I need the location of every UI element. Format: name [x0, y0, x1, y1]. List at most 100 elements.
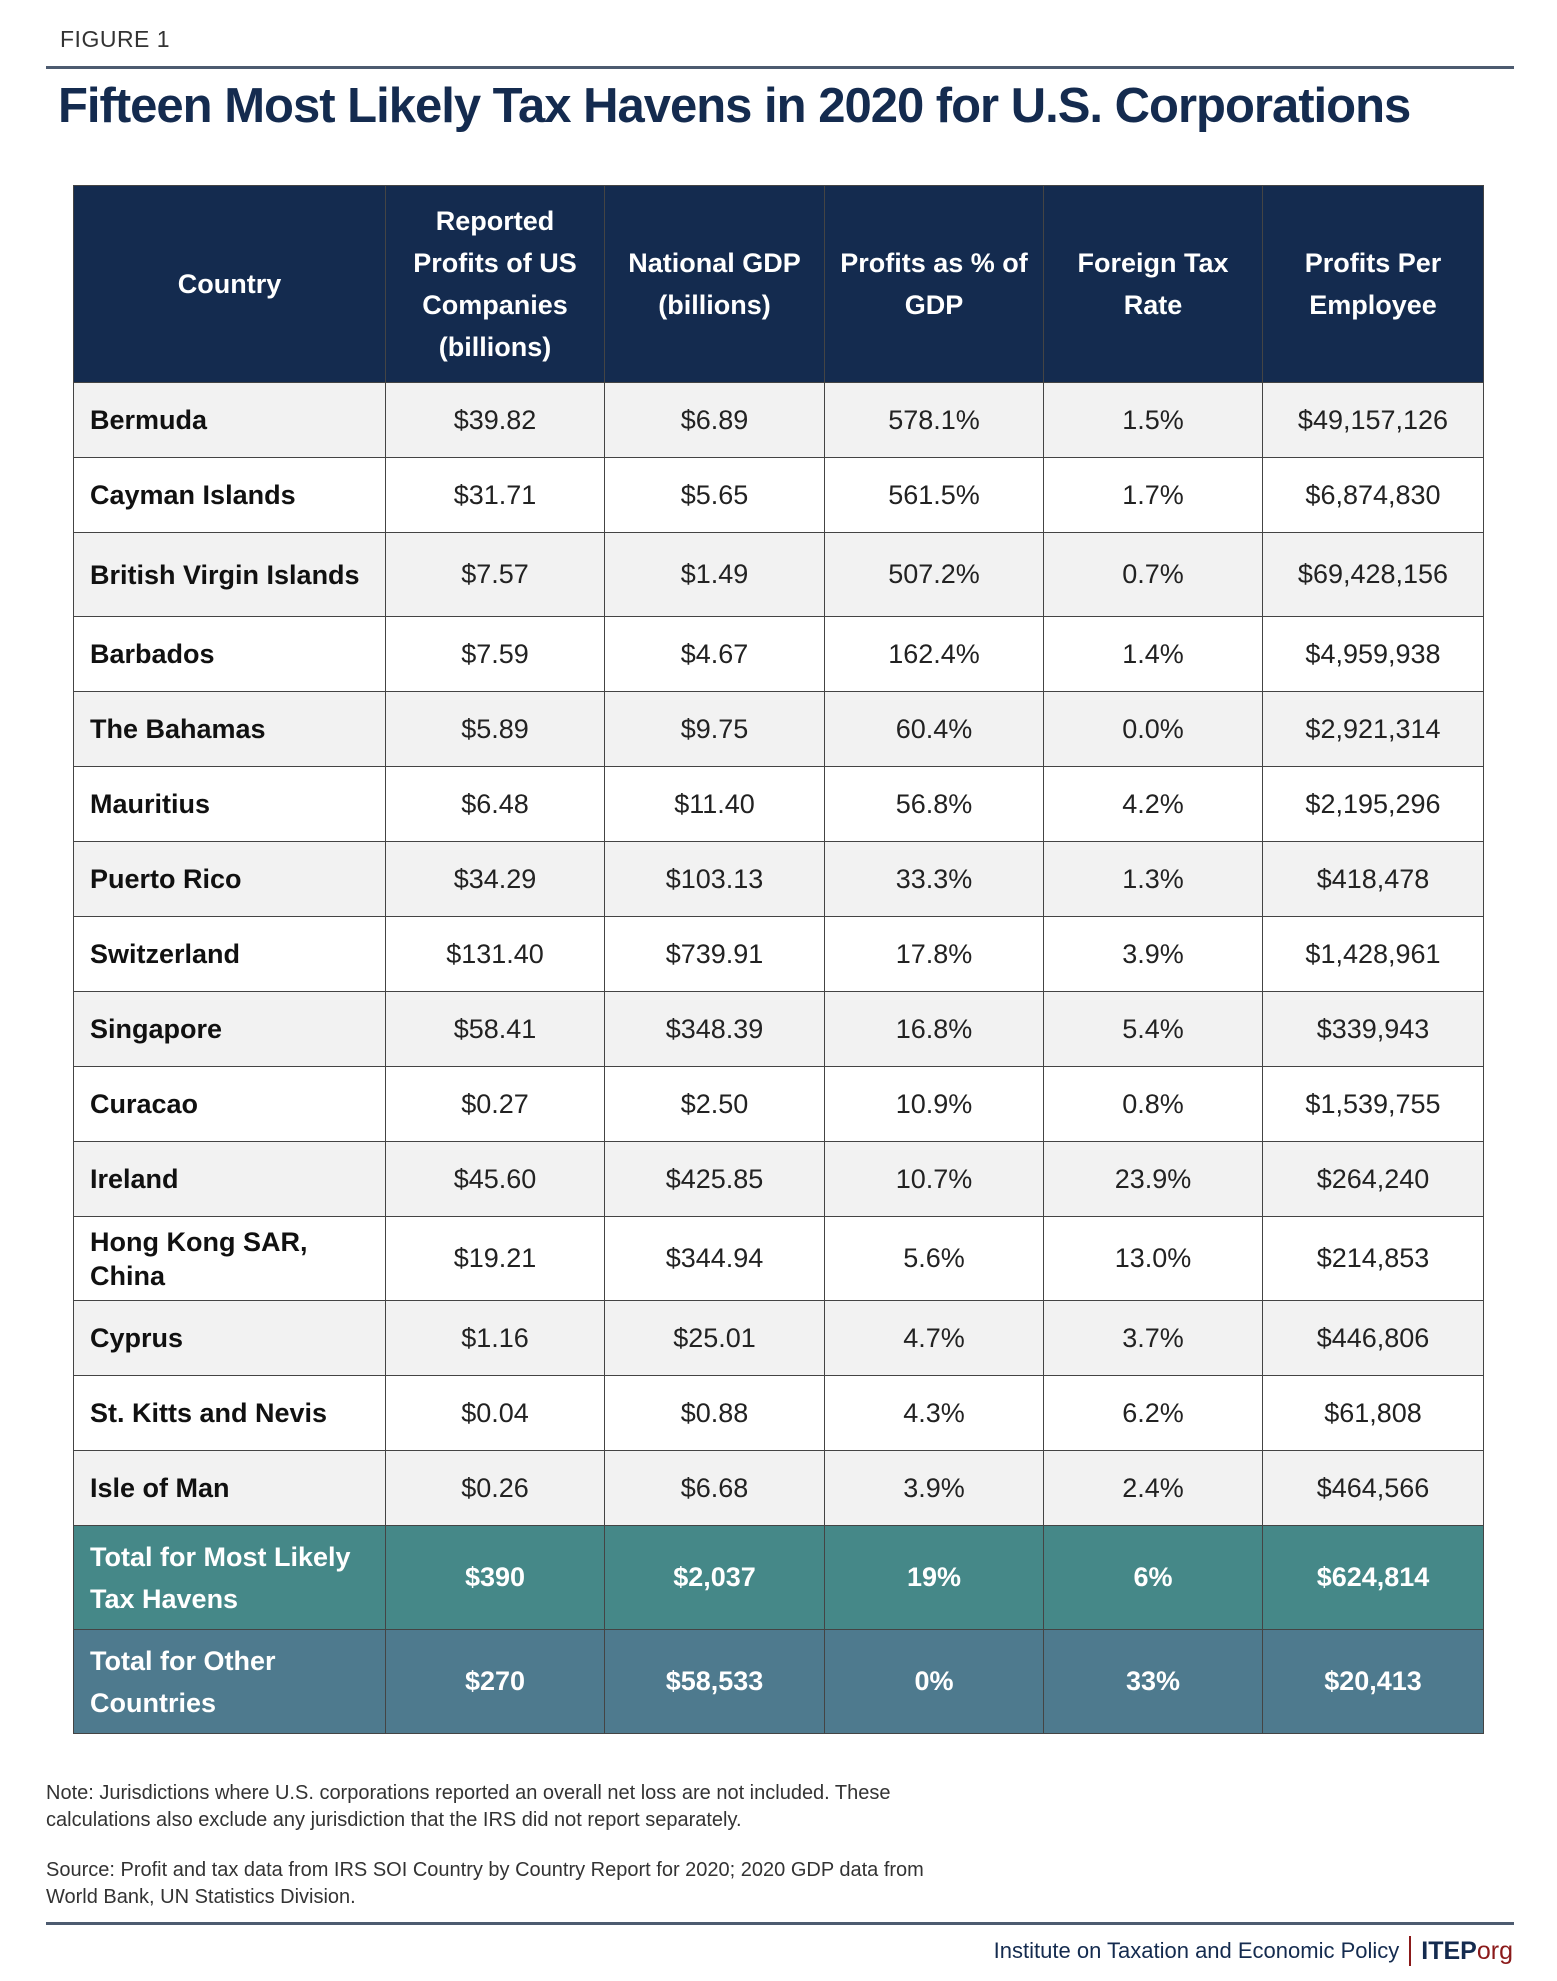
- value-cell: $61,808: [1262, 1375, 1484, 1451]
- country-cell: Ireland: [73, 1141, 386, 1217]
- totals-row: Total for Most Likely Tax Havens $390 $2,0…: [73, 1525, 1484, 1630]
- value-cell: 1.7%: [1043, 457, 1263, 533]
- value-cell: $339,943: [1262, 991, 1484, 1067]
- value-cell: 4.2%: [1043, 766, 1263, 842]
- value-cell: $49,157,126: [1262, 382, 1484, 458]
- value-cell: $2.50: [604, 1066, 825, 1142]
- value-cell: $6.68: [604, 1450, 825, 1526]
- value-cell: 10.9%: [824, 1066, 1044, 1142]
- value-cell: 0.7%: [1043, 532, 1263, 617]
- value-cell: $58.41: [385, 991, 605, 1067]
- totals-value: $390: [385, 1525, 605, 1630]
- country-cell: Puerto Rico: [73, 841, 386, 917]
- value-cell: $425.85: [604, 1141, 825, 1217]
- table-row: Bermuda $39.82 $6.89 578.1% 1.5% $49,157,126: [73, 382, 1484, 458]
- country-cell: Cayman Islands: [73, 457, 386, 533]
- table-row: Ireland $45.60 $425.85 10.7% 23.9% $264,240: [73, 1141, 1484, 1217]
- table-row: Isle of Man $0.26 $6.68 3.9% 2.4% $464,566: [73, 1450, 1484, 1526]
- value-cell: $1.16: [385, 1300, 605, 1376]
- totals-value: 6%: [1043, 1525, 1263, 1630]
- top-divider: [46, 66, 1514, 69]
- value-cell: $4,959,938: [1262, 616, 1484, 692]
- figure-label: FIGURE 1: [60, 26, 171, 52]
- value-cell: $131.40: [385, 916, 605, 992]
- value-cell: $7.59: [385, 616, 605, 692]
- country-cell: Switzerland: [73, 916, 386, 992]
- value-cell: 23.9%: [1043, 1141, 1263, 1217]
- value-cell: $9.75: [604, 691, 825, 767]
- country-cell: Mauritius: [73, 766, 386, 842]
- table-row: St. Kitts and Nevis $0.04 $0.88 4.3% 6.2% $61…: [73, 1375, 1484, 1451]
- value-cell: 0.8%: [1043, 1066, 1263, 1142]
- value-cell: 1.5%: [1043, 382, 1263, 458]
- totals-value: 19%: [824, 1525, 1044, 1630]
- value-cell: $6.89: [604, 382, 825, 458]
- value-cell: 4.7%: [824, 1300, 1044, 1376]
- value-cell: 3.9%: [824, 1450, 1044, 1526]
- column-header: Country: [73, 185, 386, 383]
- value-cell: $0.27: [385, 1066, 605, 1142]
- value-cell: $39.82: [385, 382, 605, 458]
- value-cell: $19.21: [385, 1216, 605, 1301]
- footer: Institute on Taxation and Economic Polic…: [994, 1936, 1513, 1966]
- value-cell: 0.0%: [1043, 691, 1263, 767]
- country-cell: Barbados: [73, 616, 386, 692]
- totals-value: $58,533: [604, 1629, 825, 1734]
- value-cell: 507.2%: [824, 532, 1044, 617]
- value-cell: 578.1%: [824, 382, 1044, 458]
- value-cell: $2,921,314: [1262, 691, 1484, 767]
- column-header: Foreign Tax Rate: [1043, 185, 1263, 383]
- column-header: Profits Per Employee: [1262, 185, 1484, 383]
- totals-label: Total for Most Likely Tax Havens: [73, 1525, 386, 1630]
- value-cell: $2,195,296: [1262, 766, 1484, 842]
- value-cell: $45.60: [385, 1141, 605, 1217]
- column-header: Reported Profits of US Companies (billio…: [385, 185, 605, 383]
- value-cell: $1,539,755: [1262, 1066, 1484, 1142]
- value-cell: 13.0%: [1043, 1216, 1263, 1301]
- value-cell: 60.4%: [824, 691, 1044, 767]
- value-cell: 5.6%: [824, 1216, 1044, 1301]
- value-cell: $69,428,156: [1262, 532, 1484, 617]
- country-cell: Hong Kong SAR, China: [73, 1216, 386, 1301]
- note-text: Note: Jurisdictions where U.S. corporati…: [46, 1782, 891, 1831]
- logo-suffix: org: [1476, 1936, 1513, 1965]
- value-cell: $5.65: [604, 457, 825, 533]
- value-cell: $1,428,961: [1262, 916, 1484, 992]
- itep-logo: ITEPorg: [1421, 1937, 1513, 1966]
- value-cell: $5.89: [385, 691, 605, 767]
- value-cell: 33.3%: [824, 841, 1044, 917]
- value-cell: 3.9%: [1043, 916, 1263, 992]
- table-row: Puerto Rico $34.29 $103.13 33.3% 1.3% $418,47…: [73, 841, 1484, 917]
- totals-value: $20,413: [1262, 1629, 1484, 1734]
- totals-value: 0%: [824, 1629, 1044, 1734]
- value-cell: $446,806: [1262, 1300, 1484, 1376]
- country-cell: Singapore: [73, 991, 386, 1067]
- source-text: Source: Profit and tax data from IRS SOI…: [46, 1859, 924, 1908]
- value-cell: $214,853: [1262, 1216, 1484, 1301]
- value-cell: $6,874,830: [1262, 457, 1484, 533]
- table-row: Singapore $58.41 $348.39 16.8% 5.4% $339,943: [73, 991, 1484, 1067]
- bottom-divider: [46, 1922, 1514, 1925]
- value-cell: 56.8%: [824, 766, 1044, 842]
- value-cell: $0.04: [385, 1375, 605, 1451]
- value-cell: $264,240: [1262, 1141, 1484, 1217]
- table-row: Cayman Islands $31.71 $5.65 561.5% 1.7% $6,87…: [73, 457, 1484, 533]
- value-cell: $7.57: [385, 532, 605, 617]
- totals-value: $270: [385, 1629, 605, 1734]
- value-cell: $31.71: [385, 457, 605, 533]
- footer-separator: [1409, 1936, 1412, 1966]
- table-row: Curacao $0.27 $2.50 10.9% 0.8% $1,539,755: [73, 1066, 1484, 1142]
- value-cell: $11.40: [604, 766, 825, 842]
- table-row: The Bahamas $5.89 $9.75 60.4% 0.0% $2,921,314: [73, 691, 1484, 767]
- logo-main: ITEP: [1421, 1936, 1477, 1965]
- table-row: Mauritius $6.48 $11.40 56.8% 4.2% $2,195,296: [73, 766, 1484, 842]
- value-cell: $344.94: [604, 1216, 825, 1301]
- value-cell: $25.01: [604, 1300, 825, 1376]
- country-cell: Cyprus: [73, 1300, 386, 1376]
- table-row: British Virgin Islands $7.57 $1.49 507.2% 0.…: [73, 532, 1484, 617]
- value-cell: $0.26: [385, 1450, 605, 1526]
- value-cell: $1.49: [604, 532, 825, 617]
- value-cell: $739.91: [604, 916, 825, 992]
- tax-havens-table: Country Reported Profits of US Companies …: [73, 185, 1484, 1734]
- value-cell: 10.7%: [824, 1141, 1044, 1217]
